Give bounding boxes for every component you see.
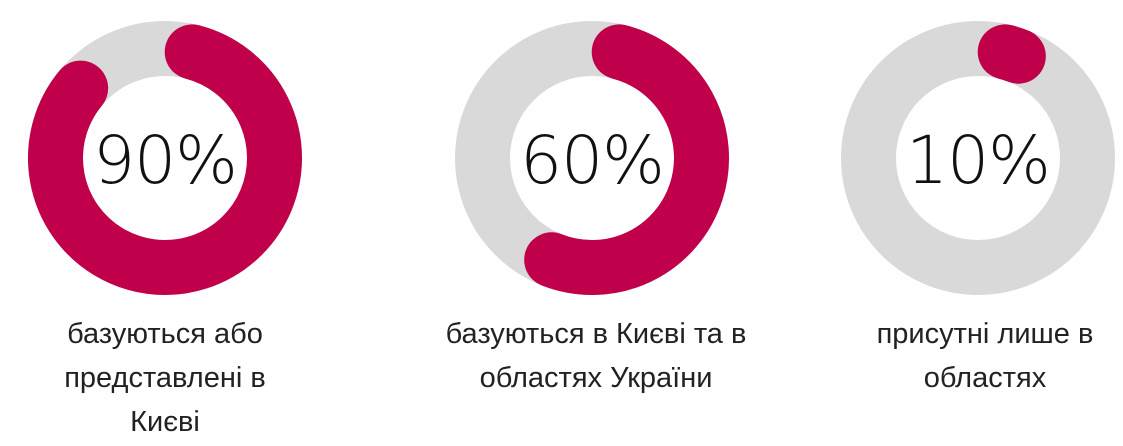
donut-2-label: базуються в Києві та в областях України [445, 318, 747, 394]
donut-1-arc [28, 24, 302, 295]
donut-3-label: присутні лише в областях [876, 318, 1094, 394]
donut-3-arc [977, 24, 1046, 84]
donut-2-arc [524, 24, 729, 295]
donut-1-label: базуються або представлені в Києві [64, 318, 266, 438]
donut-3-value: 10% [906, 122, 1051, 199]
donut-2-value: 60% [520, 122, 665, 199]
donut-1-value: 90% [93, 122, 238, 199]
